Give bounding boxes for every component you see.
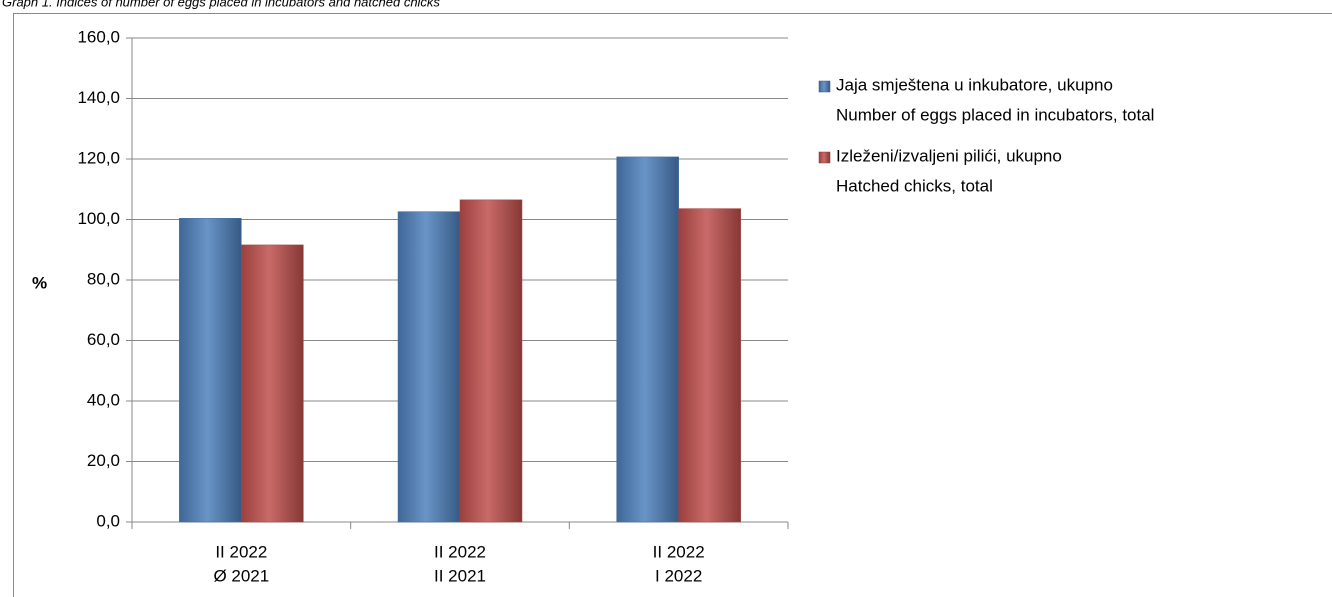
bar bbox=[397, 211, 461, 523]
legend-label: Jaja smještena u inkubatore, ukupno bbox=[836, 75, 1113, 94]
y-tick-label: 140,0 bbox=[77, 88, 120, 107]
x-tick-label: Ø 2021 bbox=[213, 566, 269, 585]
bar bbox=[179, 218, 242, 523]
bar bbox=[616, 156, 679, 523]
x-tick-label: II 2022 bbox=[653, 542, 705, 561]
y-tick-label: 100,0 bbox=[77, 209, 120, 228]
x-tick-label: II 2022 bbox=[434, 542, 486, 561]
y-tick-label: 60,0 bbox=[87, 330, 120, 349]
chart-title: Graph 1. Indices of number of eggs place… bbox=[2, 0, 440, 9]
y-tick-label: 120,0 bbox=[77, 148, 120, 167]
y-tick-label: 80,0 bbox=[87, 269, 120, 288]
y-tick-label: 0,0 bbox=[96, 511, 120, 530]
legend-label: Izleženi/izvaljeni pilići, ukupno bbox=[836, 146, 1062, 165]
y-tick-label: 160,0 bbox=[77, 27, 120, 46]
y-tick-label: 40,0 bbox=[87, 390, 120, 409]
x-tick-label: II 2021 bbox=[434, 566, 486, 585]
y-axis-label: % bbox=[32, 273, 47, 292]
bar bbox=[459, 199, 523, 523]
x-tick-label: II 2022 bbox=[215, 542, 267, 561]
bar bbox=[678, 208, 741, 523]
chart-frame bbox=[13, 13, 1332, 597]
y-tick-label: 20,0 bbox=[87, 451, 120, 470]
legend-marker bbox=[818, 80, 831, 93]
x-tick-label: I 2022 bbox=[655, 566, 702, 585]
legend-marker bbox=[818, 151, 831, 164]
legend-label: Hatched chicks, total bbox=[836, 176, 993, 195]
legend-label: Number of eggs placed in incubators, tot… bbox=[836, 105, 1154, 124]
bar bbox=[241, 244, 304, 523]
